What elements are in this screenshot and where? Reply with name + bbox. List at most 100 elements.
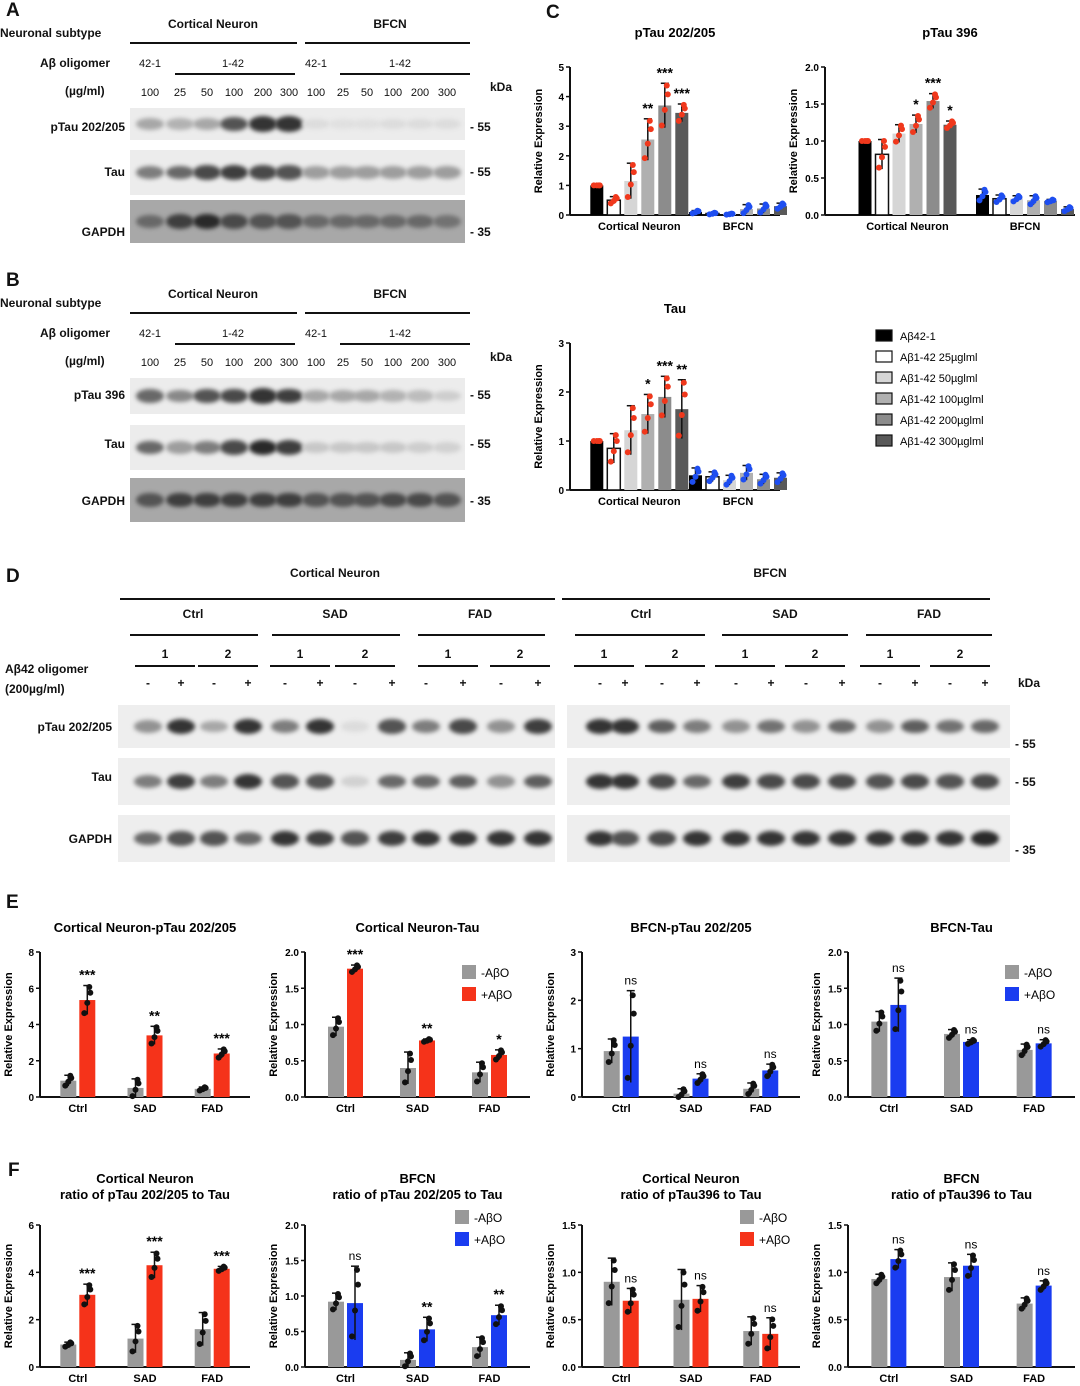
scrambled-label: 42-1 — [304, 58, 328, 70]
lane-concentration: 200 — [253, 357, 273, 369]
data-point — [699, 1283, 706, 1290]
legend-label: Aβ1-42 200µglml — [900, 415, 984, 427]
protein-band — [341, 831, 369, 846]
bar — [146, 1265, 163, 1367]
data-point — [949, 1031, 955, 1038]
protein-band — [648, 831, 676, 846]
data-point — [154, 1255, 161, 1262]
data-point — [689, 478, 696, 485]
y-tick-label: 4 — [558, 93, 564, 104]
protein-band — [306, 718, 334, 735]
significance-label: *** — [214, 1247, 231, 1263]
data-point — [764, 1073, 771, 1080]
bar — [328, 1301, 344, 1367]
bar — [963, 1265, 979, 1367]
y-tick-label: 1.0 — [285, 1292, 299, 1303]
legend-label: Aβ42-1 — [900, 331, 936, 343]
protein-band — [166, 214, 194, 229]
blot-row — [130, 378, 465, 414]
data-point — [148, 1040, 155, 1047]
data-point — [201, 1084, 208, 1091]
data-point — [680, 101, 687, 108]
data-point — [352, 1307, 358, 1314]
data-point — [202, 1317, 209, 1324]
data-point — [951, 1027, 957, 1034]
bar — [60, 1344, 77, 1367]
data-point — [658, 122, 665, 129]
protein-band — [757, 830, 785, 847]
data-point — [148, 1273, 155, 1280]
x-category-label: Cortical Neuron — [866, 221, 949, 233]
scrambled-label: 42-1 — [138, 58, 162, 70]
significance-label: ** — [676, 361, 687, 377]
x-category-label: Ctrl — [612, 1373, 631, 1385]
x-category-label: Cortical Neuron — [598, 221, 681, 233]
lane-concentration: 100 — [224, 357, 244, 369]
blot-row-label: pTau 202/205 — [50, 120, 125, 134]
kda-label: kDa — [1018, 676, 1041, 690]
data-point — [1066, 204, 1073, 211]
cell-line-label: 1 — [161, 647, 169, 661]
data-point — [605, 1300, 612, 1307]
x-category-label: BFCN — [723, 221, 754, 233]
group-label: SAD — [772, 607, 798, 621]
y-tick-label: 1.0 — [562, 1268, 576, 1279]
divider-line — [715, 665, 775, 667]
blot-row-bfcn — [567, 705, 1010, 748]
protein-band — [524, 774, 552, 789]
y-axis-label: Relative Expression — [268, 1243, 280, 1348]
legend-label: -AβO — [1024, 966, 1052, 980]
abeta-label: 1-42 — [388, 58, 412, 70]
chart-title: Cortical Neuron-pTau 202/205 — [54, 920, 237, 935]
protein-band — [722, 774, 750, 789]
protein-band — [302, 118, 330, 130]
significance-label: ** — [149, 1007, 160, 1023]
bar — [194, 1088, 211, 1097]
cell-line-label: 2 — [516, 647, 524, 661]
protein-band — [611, 718, 639, 735]
divider-line — [270, 665, 330, 667]
molecular-weight-marker: - 55 — [470, 120, 491, 134]
data-point — [745, 463, 752, 470]
bar — [757, 479, 770, 490]
significance-label: * — [913, 96, 919, 112]
divider-line — [866, 634, 992, 636]
protein-band — [828, 830, 856, 847]
significance-label: *** — [146, 1233, 163, 1249]
lane-concentration: 100 — [140, 357, 160, 369]
protein-band — [379, 118, 407, 130]
legend-swatch — [740, 1210, 754, 1224]
data-point — [767, 1334, 774, 1341]
protein-band — [433, 390, 461, 402]
divider-line — [130, 42, 297, 44]
treatment-sign: - — [734, 676, 738, 690]
data-point — [897, 1247, 904, 1254]
data-point — [405, 1358, 411, 1365]
data-point — [678, 412, 685, 419]
data-point — [661, 398, 668, 405]
chart-title: ratio of pTau396 to Tau — [891, 1187, 1032, 1202]
group-label: Ctrl — [630, 607, 652, 621]
molecular-weight-marker: - 35 — [1015, 843, 1036, 857]
data-point — [661, 106, 668, 113]
protein-band — [378, 774, 406, 789]
molecular-weight-marker: - 55 — [470, 437, 491, 451]
data-point — [408, 1057, 414, 1064]
data-point — [330, 1032, 336, 1039]
bar — [491, 1054, 507, 1097]
protein-band — [136, 214, 164, 229]
significance-label: *** — [657, 64, 674, 80]
molecular-weight-marker: - 55 — [470, 388, 491, 402]
panel-label-a: A — [6, 0, 20, 21]
protein-band — [828, 774, 856, 789]
panel-label-c: C — [546, 2, 560, 23]
data-point — [67, 1072, 74, 1079]
protein-band — [302, 390, 330, 402]
data-point — [927, 104, 933, 111]
x-category-label: SAD — [679, 1103, 702, 1115]
data-point — [764, 1345, 771, 1352]
divider-line — [120, 598, 555, 600]
data-point — [946, 1286, 952, 1293]
significance-label: ns — [694, 1057, 707, 1071]
